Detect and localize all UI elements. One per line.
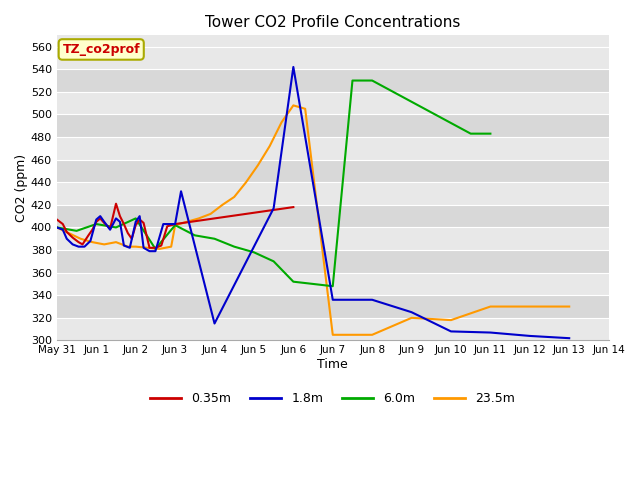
Title: Tower CO2 Profile Concentrations: Tower CO2 Profile Concentrations: [205, 15, 460, 30]
Bar: [57, 250, 609, 273]
Bar: [57, 137, 609, 160]
Bar: [57, 205, 609, 228]
Bar: [57, 295, 609, 318]
Bar: [57, 114, 609, 137]
Legend: 0.35m, 1.8m, 6.0m, 23.5m: 0.35m, 1.8m, 6.0m, 23.5m: [145, 387, 520, 410]
Y-axis label: CO2 (ppm): CO2 (ppm): [15, 154, 28, 222]
Bar: [57, 182, 609, 205]
Bar: [57, 92, 609, 114]
Bar: [57, 318, 609, 340]
Bar: [57, 273, 609, 295]
Bar: [57, 160, 609, 182]
Bar: [57, 47, 609, 69]
Bar: [57, 69, 609, 92]
Bar: [57, 228, 609, 250]
Text: TZ_co2prof: TZ_co2prof: [63, 43, 140, 56]
X-axis label: Time: Time: [317, 358, 348, 371]
